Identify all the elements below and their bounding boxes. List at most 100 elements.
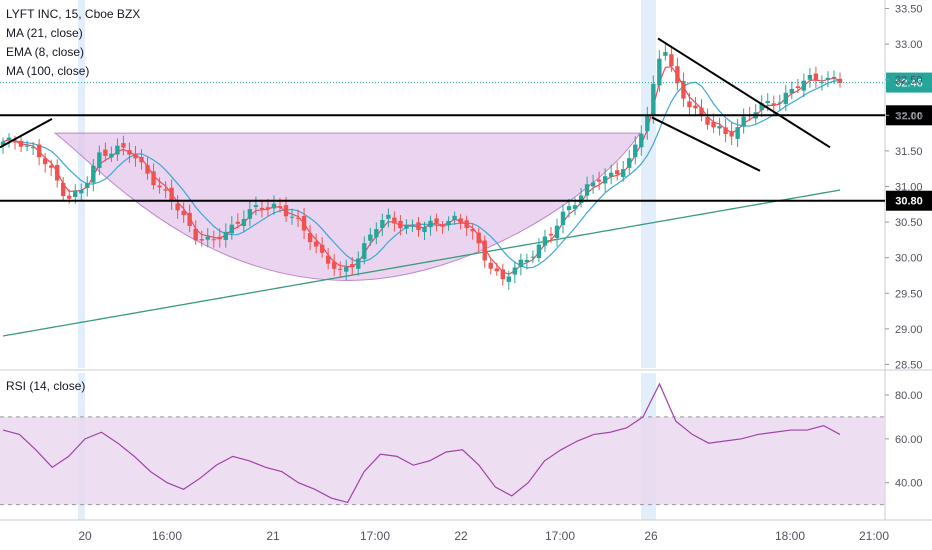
candle-body (506, 276, 512, 282)
price-tick-label: 28.50 (895, 359, 923, 371)
candle-body (735, 127, 740, 139)
candle-body (765, 101, 770, 104)
candle-body (169, 187, 174, 202)
candle-body (0, 141, 6, 146)
candle-body (428, 220, 433, 228)
candle-body (669, 54, 674, 67)
candle-body (139, 156, 144, 163)
candle-body (566, 206, 572, 211)
price-label-bg (886, 72, 932, 93)
candle-body (783, 92, 789, 104)
price-tick-label: 29.00 (895, 324, 923, 336)
candle-body (30, 147, 36, 149)
price-tick-label: 30.00 (895, 253, 923, 265)
candle-body (831, 76, 837, 79)
candle-body (741, 116, 746, 127)
rsi-tick-label: 80.00 (895, 390, 923, 402)
candle-body (837, 78, 843, 84)
candle-body (807, 74, 813, 80)
candle-body (434, 218, 439, 223)
candle-body (422, 227, 427, 233)
candle-body (85, 182, 90, 189)
price-tick-label: 31.00 (895, 181, 923, 193)
candle-body (362, 243, 367, 260)
trendline (0, 117, 53, 149)
price-tick-label: 31.50 (895, 146, 923, 158)
candle-body (133, 153, 138, 159)
price-tick-label: 33.50 (895, 4, 923, 16)
candle-body (476, 232, 481, 244)
candle-body (530, 256, 536, 258)
pattern-layer (53, 132, 641, 281)
candle-body (265, 207, 271, 209)
time-tick-label: 18:00 (775, 529, 805, 543)
candle-body (560, 211, 566, 225)
candle-body (825, 77, 831, 80)
candle-body (602, 176, 608, 184)
candle-body (277, 206, 283, 208)
candle-body (795, 86, 801, 89)
candle-body (253, 205, 259, 208)
candle-body (536, 244, 542, 259)
candle-body (651, 83, 656, 116)
candle-body (801, 80, 807, 91)
candle-body (103, 149, 108, 156)
candle-body (12, 140, 18, 143)
candle-body (115, 145, 120, 155)
candle-body (48, 165, 54, 168)
ma100-line (2, 189, 841, 337)
candle-body (313, 241, 319, 247)
candle-body (356, 258, 361, 269)
candle-body (319, 244, 325, 253)
candle-body (331, 261, 337, 269)
candle-body (705, 116, 710, 125)
candle-body (392, 217, 397, 224)
candle-body (777, 102, 782, 104)
candle-body (554, 225, 560, 239)
candle-body (6, 137, 12, 140)
candle-body (325, 255, 331, 264)
candle-body (723, 127, 728, 134)
price-tick-label: 29.50 (895, 288, 923, 300)
candle-body (368, 234, 373, 241)
candle-body (175, 203, 180, 211)
candle-body (663, 52, 668, 56)
candle-body (518, 259, 524, 268)
candle-body (675, 66, 680, 84)
candle-body (633, 144, 638, 158)
candle-body (24, 145, 30, 147)
candle-body (79, 190, 84, 194)
candle-body (36, 144, 42, 158)
candle-body (440, 225, 445, 227)
candle-body (398, 221, 403, 229)
legend-ema8: EMA (8, close) (6, 45, 85, 59)
trendlines-layer: 32.00 30.80 32.46 (0, 37, 932, 211)
price-label: 32.46 (895, 78, 923, 90)
candle-body (97, 152, 102, 168)
legend-ma21: MA (21, close) (6, 26, 83, 40)
candle-body (217, 236, 222, 240)
candle-body (524, 259, 530, 263)
rsi-layer (0, 382, 885, 506)
candle-body (380, 220, 385, 229)
candle-body (181, 210, 186, 216)
candle-body (458, 218, 463, 223)
candle-body (61, 182, 66, 197)
legend-ma100: MA (100, close) (6, 64, 90, 78)
time-tick-label: 17:00 (545, 529, 575, 543)
level-label-bg (886, 105, 932, 126)
candle-body (67, 195, 72, 199)
candle-body (548, 233, 554, 236)
candle-body (404, 225, 409, 229)
time-tick-label: 22 (454, 529, 468, 543)
candle-body (283, 205, 289, 217)
candle-body (121, 143, 126, 148)
candle-body (500, 269, 505, 280)
ma21-line (2, 79, 841, 269)
time-tick-label: 26 (644, 529, 658, 543)
candle-body (386, 214, 391, 219)
rsi-line (2, 382, 841, 504)
candle-body (590, 182, 596, 187)
candle-body (18, 140, 24, 147)
